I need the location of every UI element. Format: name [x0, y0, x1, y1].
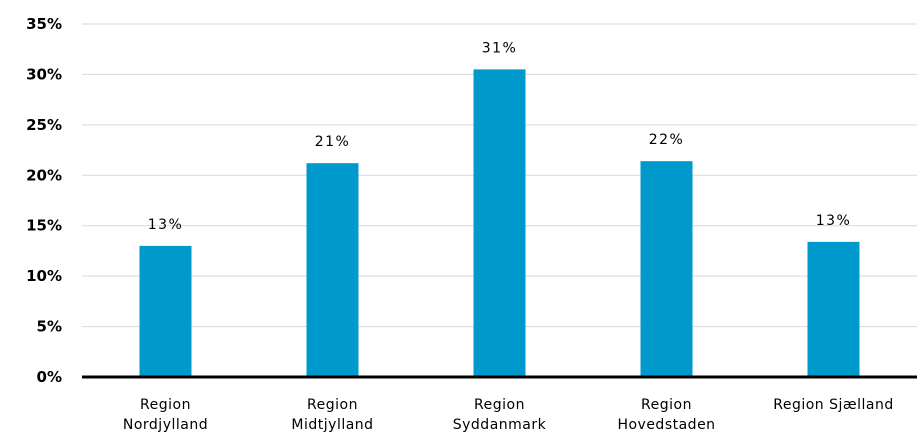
- bars: [139, 69, 860, 377]
- data-label: 13%: [148, 217, 184, 233]
- y-tick-label: 0%: [37, 368, 62, 386]
- data-label: 13%: [816, 213, 852, 229]
- x-tick-label: Region Syddanmark: [453, 397, 547, 433]
- x-tick-label: Region Hovedstaden: [617, 397, 715, 433]
- y-tick-label: 15%: [26, 217, 62, 235]
- data-label: 31%: [482, 40, 518, 56]
- x-axis-category-labels: Region Nordjylland Region Midtjylland Region…: [123, 397, 894, 433]
- y-tick-label: 25%: [26, 116, 62, 134]
- bar: [139, 245, 192, 377]
- x-tick-label: Region Nordjylland: [123, 397, 208, 433]
- bar: [640, 161, 693, 377]
- x-tick-label: Region Midtjylland: [291, 397, 373, 433]
- y-tick-label: 5%: [37, 318, 62, 336]
- y-tick-label: 30%: [26, 65, 62, 83]
- y-tick-label: 35%: [26, 15, 62, 33]
- y-axis-tick-labels: 0% 5% 10% 15% 20% 25% 30% 35%: [26, 15, 62, 386]
- data-label: 21%: [315, 134, 351, 150]
- data-labels: 13% 21% 31% 22% 13%: [148, 40, 852, 233]
- x-tick-label: Region Sjælland: [773, 397, 894, 413]
- y-tick-label: 10%: [26, 267, 62, 285]
- bar: [473, 69, 526, 377]
- bar: [306, 163, 359, 377]
- bar: [807, 241, 860, 377]
- data-label: 22%: [649, 132, 685, 148]
- y-tick-label: 20%: [26, 166, 62, 184]
